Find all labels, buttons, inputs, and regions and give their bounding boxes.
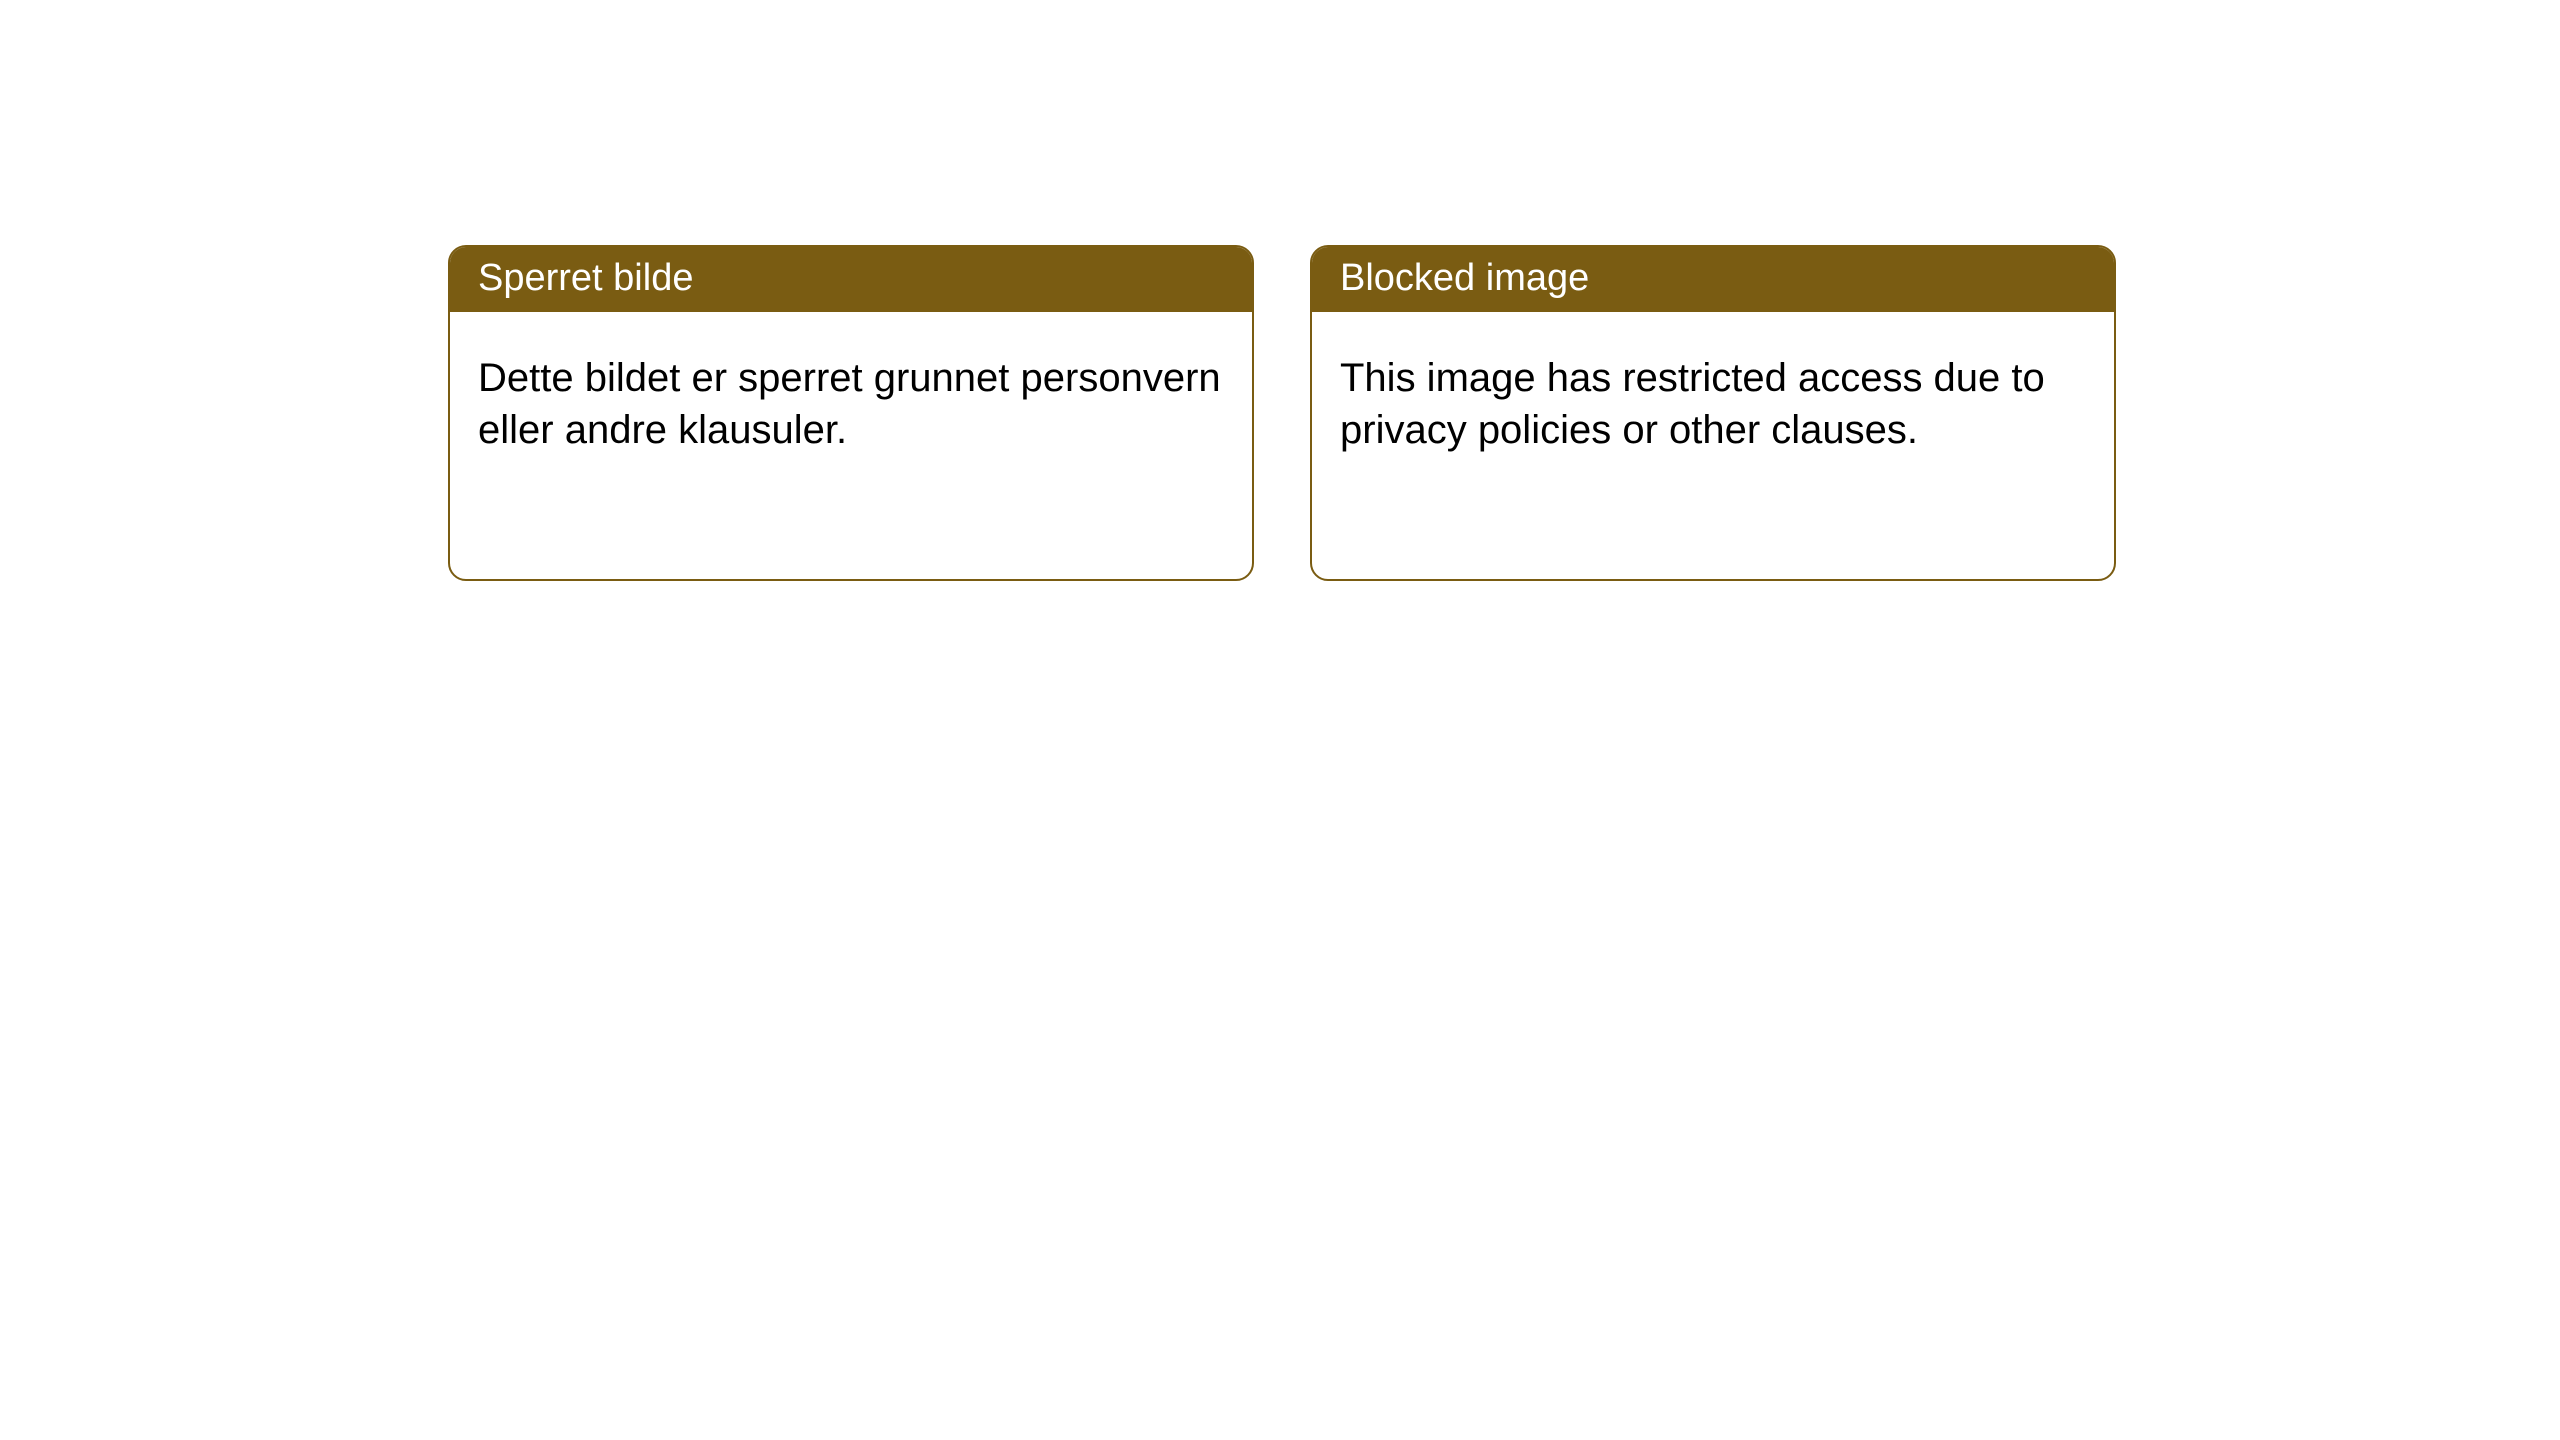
notice-card-english: Blocked image This image has restricted … bbox=[1310, 245, 2116, 581]
card-header: Sperret bilde bbox=[450, 247, 1252, 312]
card-body: Dette bildet er sperret grunnet personve… bbox=[450, 312, 1252, 484]
card-header: Blocked image bbox=[1312, 247, 2114, 312]
card-header-text: Sperret bilde bbox=[478, 257, 693, 299]
card-body-text: Dette bildet er sperret grunnet personve… bbox=[478, 356, 1221, 452]
card-header-text: Blocked image bbox=[1340, 257, 1589, 299]
notice-card-norwegian: Sperret bilde Dette bildet er sperret gr… bbox=[448, 245, 1254, 581]
card-body: This image has restricted access due to … bbox=[1312, 312, 2114, 484]
notice-container: Sperret bilde Dette bildet er sperret gr… bbox=[0, 0, 2560, 581]
card-body-text: This image has restricted access due to … bbox=[1340, 356, 2045, 452]
